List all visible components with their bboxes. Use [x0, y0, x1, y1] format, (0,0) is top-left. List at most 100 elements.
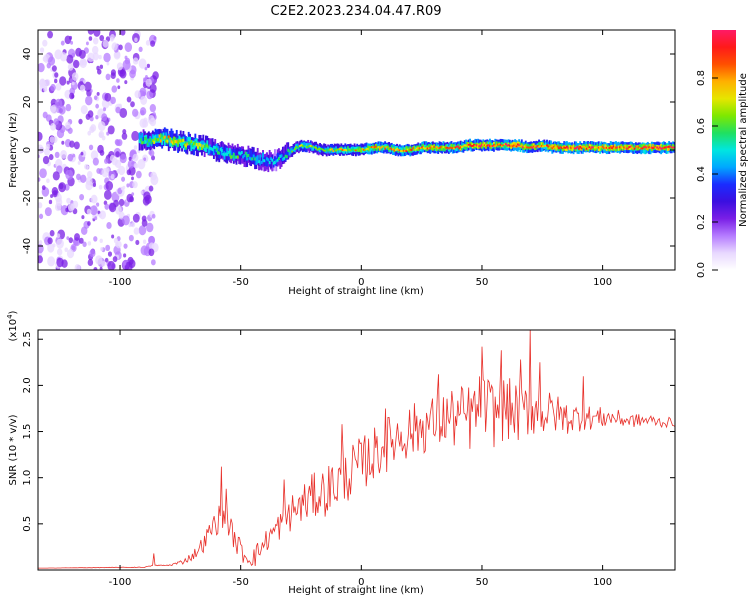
chart-title: C2E2.2023.234.04.47.R09 — [270, 4, 441, 19]
noise-blob — [47, 256, 56, 267]
spectral-cell — [636, 145, 639, 148]
noise-blob — [128, 156, 132, 161]
spectral-cell — [634, 145, 637, 151]
spectral-cell — [327, 149, 329, 152]
spectral-cell — [280, 154, 283, 158]
spectral-cell — [507, 144, 510, 147]
spectral-cell — [333, 148, 336, 151]
spectral-cell — [442, 145, 445, 151]
noise-blob — [38, 255, 43, 264]
spectral-cell — [431, 145, 434, 151]
spectral-cell — [518, 144, 521, 147]
spectrogram-x-ticks: -100 -50 0 50 100 — [109, 30, 612, 288]
y-tick-label: -20 — [22, 190, 33, 206]
noise-blob — [110, 72, 116, 80]
spectral-cell — [287, 148, 290, 152]
spectral-cell — [664, 146, 667, 149]
noise-blob — [142, 239, 147, 244]
spectral-cell — [356, 148, 359, 151]
spectral-cell — [609, 145, 612, 148]
spectral-cell — [632, 147, 635, 150]
spectral-cell — [547, 145, 550, 148]
spectral-cell — [267, 158, 270, 162]
spectral-cell — [162, 136, 165, 140]
noise-blob — [146, 222, 154, 233]
spectral-cell — [481, 143, 483, 146]
spectral-cell — [361, 148, 364, 150]
spectral-cell — [596, 146, 599, 149]
noise-blob — [149, 83, 157, 93]
spectral-cell — [195, 137, 198, 147]
snr-y-ticks: 0.5 1.0 1.5 2.0 2.5 — [22, 331, 675, 532]
noise-blob — [145, 40, 151, 46]
noise-blob — [151, 155, 156, 161]
noise-blob — [38, 131, 43, 142]
noise-blob — [82, 241, 87, 248]
spectral-cell — [527, 146, 530, 149]
noise-blob — [101, 260, 106, 267]
spectral-cell — [662, 146, 665, 149]
spectral-cell — [482, 143, 485, 146]
spectral-cell — [500, 145, 503, 148]
spectrogram-panel: -100 -50 0 50 100 -40 -20 0 20 40 Height of stra… — [8, 29, 676, 297]
spectral-cell — [583, 145, 586, 148]
spectral-cell — [445, 146, 448, 149]
noise-blob — [89, 249, 96, 258]
spectral-cell — [429, 146, 432, 149]
noise-blob — [66, 236, 70, 240]
noise-blob — [118, 44, 123, 51]
spectral-cell — [170, 128, 173, 146]
spectral-cell — [157, 138, 160, 142]
noise-blob — [147, 235, 155, 245]
spectral-cell — [212, 146, 215, 155]
noise-blob — [41, 185, 46, 191]
spectral-cell — [206, 144, 209, 148]
spectral-cell — [515, 145, 518, 148]
spectral-cell — [365, 148, 368, 151]
spectral-cell — [222, 147, 225, 157]
spectral-cell — [328, 148, 331, 154]
spectral-cell — [319, 147, 322, 150]
spectral-cell — [201, 140, 203, 149]
noise-blob — [118, 103, 122, 109]
spectral-cell — [453, 147, 456, 150]
noise-blob — [70, 40, 74, 45]
spectral-cell — [252, 154, 255, 158]
spectral-cell — [413, 145, 416, 151]
noise-blob — [87, 30, 94, 35]
spectral-cell — [362, 149, 365, 151]
spectral-cell — [608, 147, 611, 149]
spectral-cell — [336, 148, 339, 151]
noise-blob — [38, 177, 41, 182]
noise-blob — [123, 261, 127, 266]
spectral-cell — [543, 144, 546, 147]
noise-blob — [104, 158, 109, 164]
noise-blob — [143, 157, 147, 162]
spectral-cell — [349, 149, 352, 152]
spectral-cell — [195, 143, 198, 147]
spectral-cell — [437, 144, 440, 150]
spectral-cell — [561, 145, 564, 152]
spectral-cell — [224, 146, 227, 156]
spectral-cell — [348, 147, 351, 154]
spectral-cell — [201, 146, 203, 150]
spectral-cell — [341, 149, 344, 152]
spectral-cell — [559, 145, 562, 148]
noise-blob — [65, 169, 74, 180]
spectral-cell — [147, 139, 150, 143]
noise-blob — [83, 79, 87, 84]
spectral-cell — [384, 144, 387, 150]
spectral-cell — [281, 157, 284, 161]
spectral-cell — [335, 149, 337, 152]
noise-blob — [48, 199, 53, 205]
noise-blob — [67, 153, 74, 162]
y-tick-label: -40 — [22, 238, 33, 254]
noise-blob — [38, 62, 45, 73]
noise-blob — [97, 210, 101, 215]
spectral-cell — [623, 146, 625, 149]
spectral-cell — [369, 146, 372, 149]
spectral-cell — [191, 143, 194, 147]
noise-blob — [144, 194, 152, 204]
spectral-cell — [288, 150, 291, 156]
